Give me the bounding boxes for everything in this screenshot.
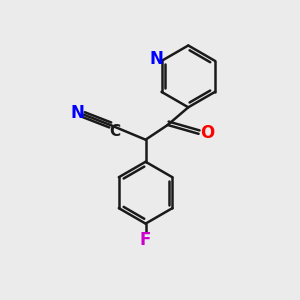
Text: N: N	[70, 104, 84, 122]
Text: C: C	[110, 124, 121, 139]
Text: N: N	[149, 50, 163, 68]
Text: O: O	[200, 124, 214, 142]
Text: F: F	[140, 231, 151, 249]
